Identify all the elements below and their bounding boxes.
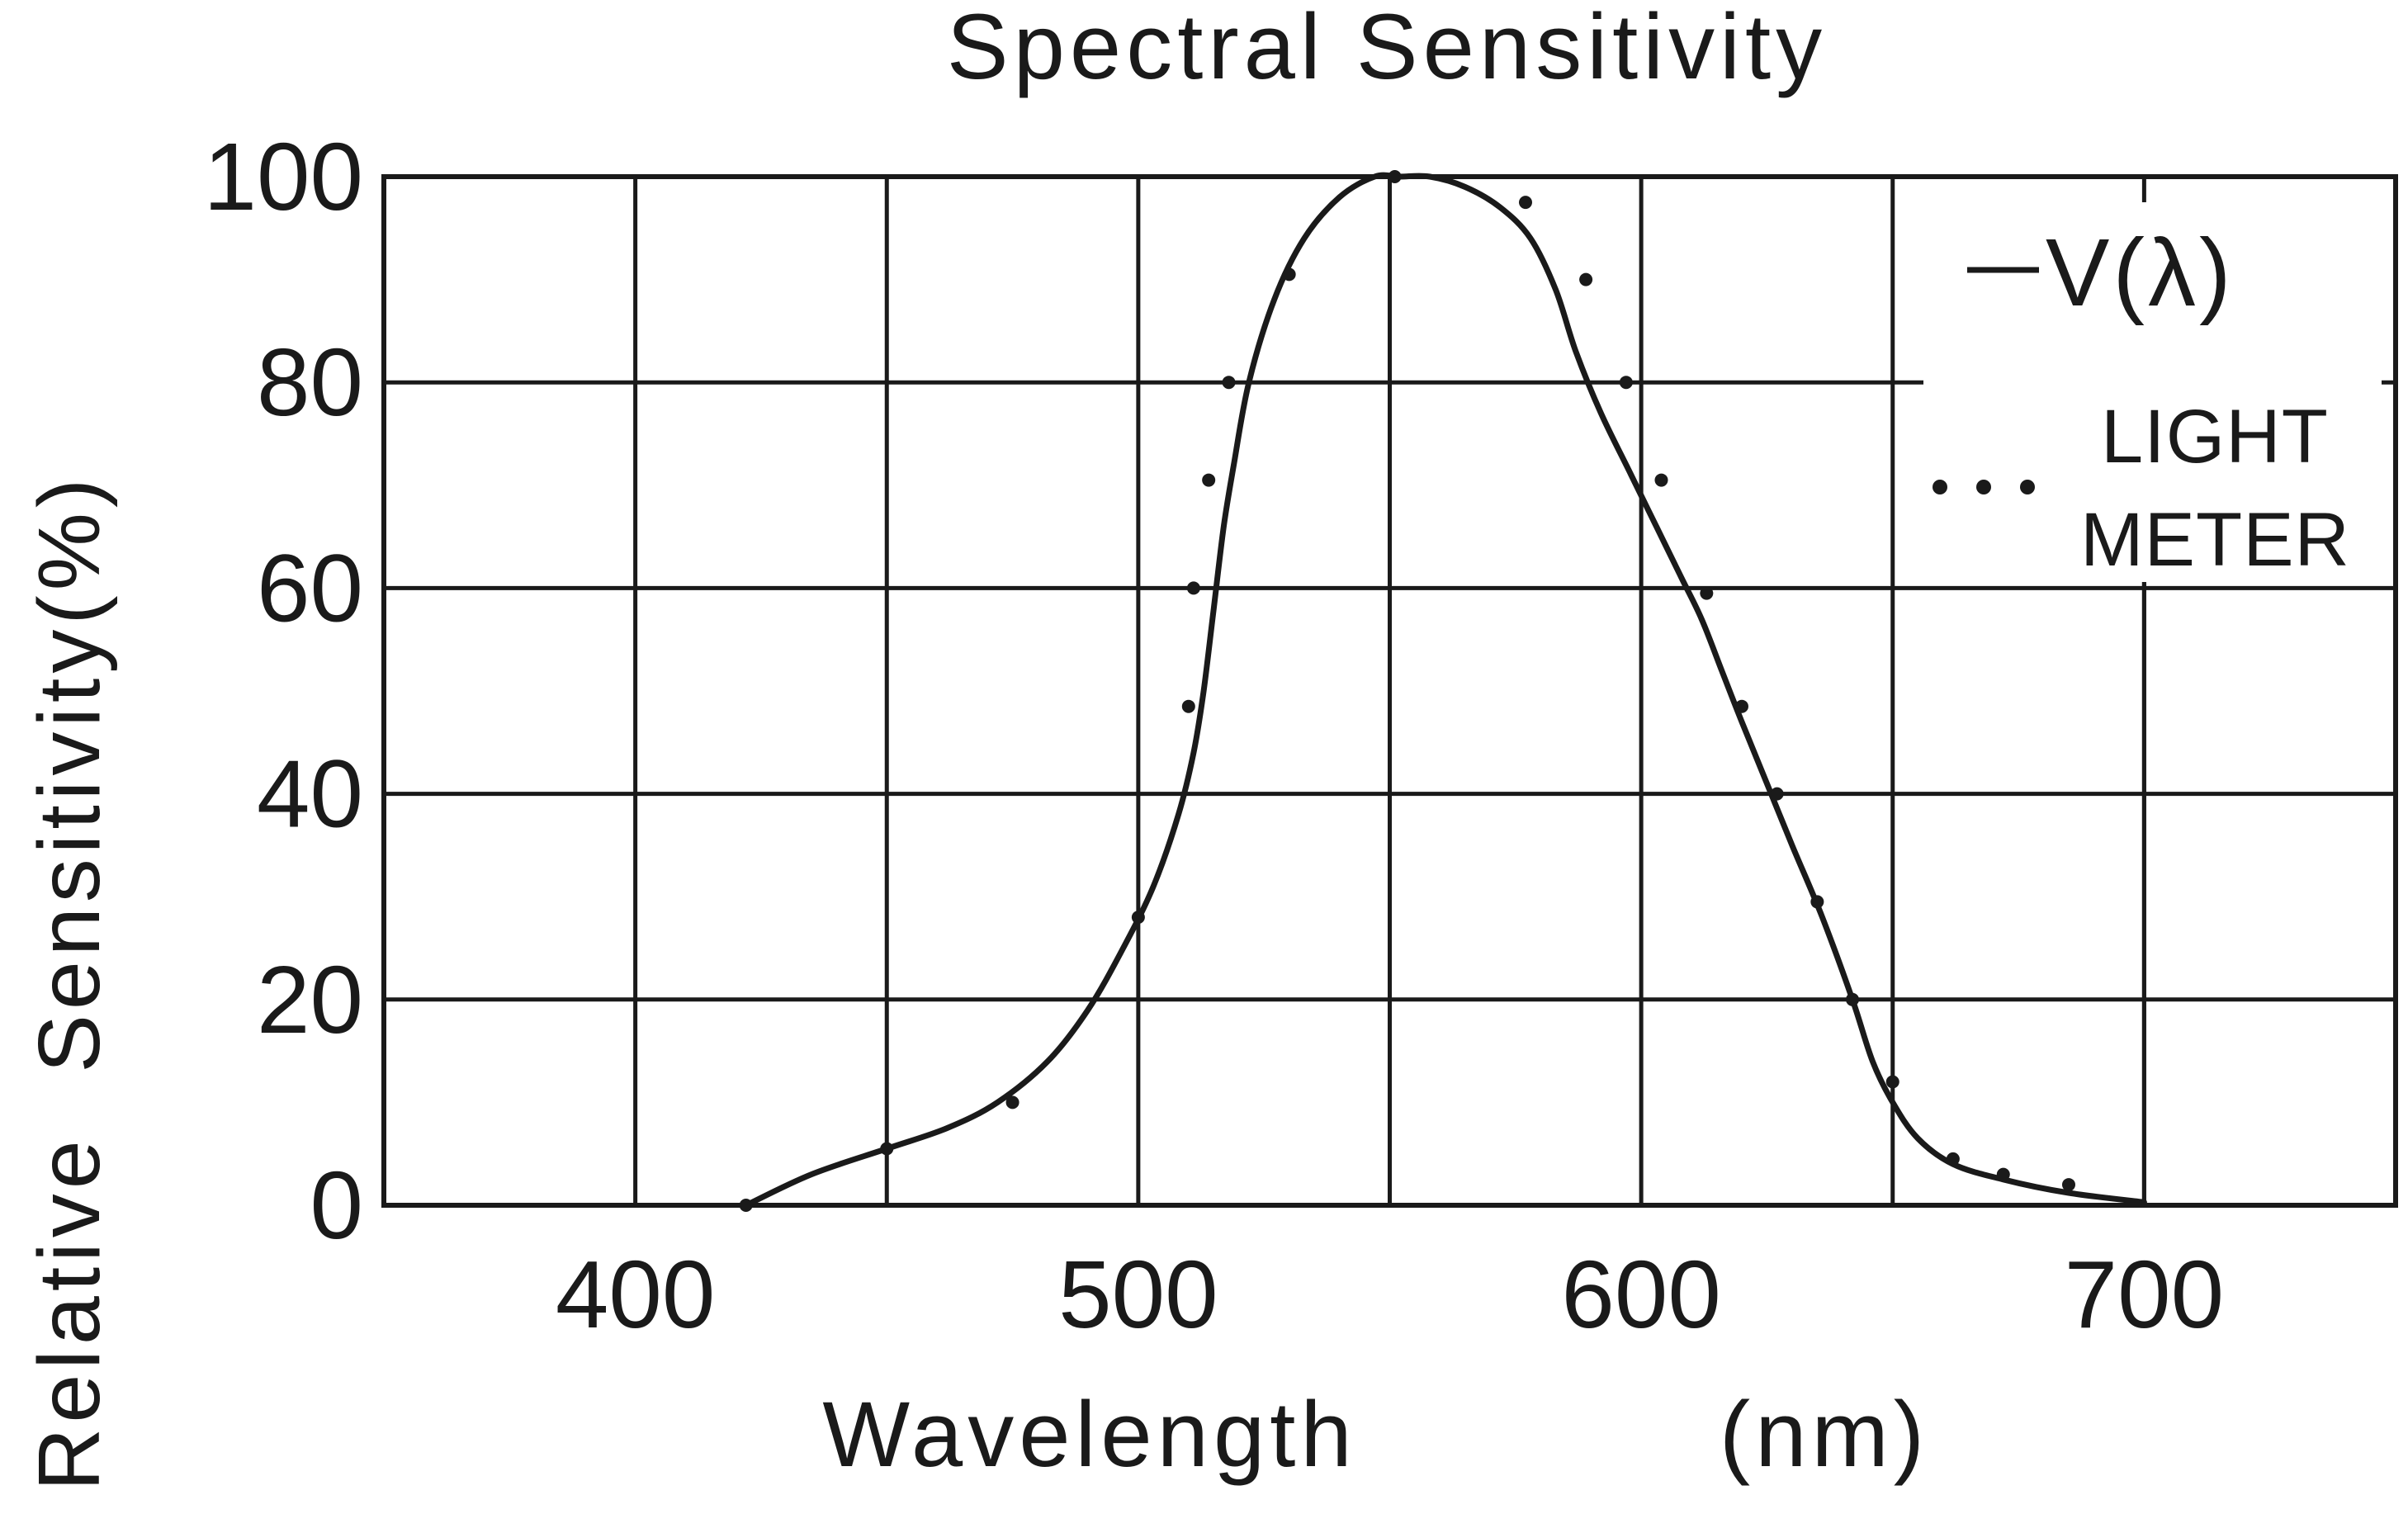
legend-label-v-lambda: V(λ): [2046, 219, 2235, 326]
chart-title: Spectral Sensitivity: [947, 0, 1827, 98]
light-meter-point: [1810, 895, 1824, 909]
y-tick-label: 80: [257, 329, 363, 436]
y-tick-label: 0: [310, 1152, 363, 1259]
light-meter-point: [1282, 267, 1296, 282]
legend-label-light: LIGHT: [2101, 395, 2329, 479]
series-line-v-lambda: [743, 172, 2147, 1209]
light-meter-point: [1619, 376, 1633, 390]
legend-dot-swatch: [1976, 480, 1991, 494]
y-tick-label: 20: [257, 946, 363, 1053]
legend-area: [1923, 202, 2382, 1205]
x-tick-label: 500: [1058, 1241, 1218, 1348]
x-tick-label: 700: [2065, 1241, 2225, 1348]
y-tick-label: 100: [203, 123, 363, 230]
x-tick-label: 400: [556, 1241, 716, 1348]
series-layer: [739, 170, 2147, 1212]
light-meter-point: [1734, 699, 1748, 713]
x-axis-ticks: 400 500 600 700: [556, 1241, 2224, 1348]
x-tick-label: 600: [1561, 1241, 1721, 1348]
light-meter-point: [1846, 992, 1860, 1006]
y-axis-label: Relative Sensitivity(%): [21, 474, 118, 1491]
x-axis-label-text: Wavelength: [822, 1383, 1356, 1486]
y-tick-label: 40: [257, 740, 363, 848]
y-axis-ticks: 0 20 40 60 80 100: [203, 123, 363, 1259]
light-meter-point: [1654, 473, 1668, 487]
light-meter-point: [1579, 272, 1593, 286]
x-axis-label-unit: (nm): [1720, 1383, 1929, 1486]
light-meter-point: [1131, 911, 1145, 925]
y-tick-label: 60: [257, 534, 363, 641]
light-meter-point: [1222, 376, 1236, 390]
y-axis-label-group: Relative Sensitivity(%): [21, 474, 118, 1491]
light-meter-point: [1186, 581, 1200, 595]
light-meter-point: [1996, 1167, 2010, 1181]
legend-label-meter: METER: [2080, 498, 2350, 582]
light-meter-point: [1700, 586, 1714, 600]
light-meter-point: [1518, 196, 1532, 210]
legend: V(λ) LIGHT METER: [1933, 219, 2350, 582]
light-meter-point: [1885, 1075, 1899, 1089]
light-meter-point: [1005, 1095, 1019, 1109]
legend-dot-swatch: [1933, 480, 1947, 494]
light-meter-point: [1388, 170, 1402, 183]
light-meter-point: [1946, 1152, 1960, 1166]
legend-background: [1923, 202, 2382, 582]
light-meter-point: [2061, 1178, 2075, 1192]
legend-dot-swatch: [2020, 480, 2035, 494]
light-meter-point: [1202, 473, 1216, 487]
light-meter-point: [880, 1142, 894, 1156]
light-meter-point: [1770, 787, 1784, 801]
light-meter-point: [739, 1199, 753, 1212]
light-meter-point: [1181, 699, 1195, 713]
